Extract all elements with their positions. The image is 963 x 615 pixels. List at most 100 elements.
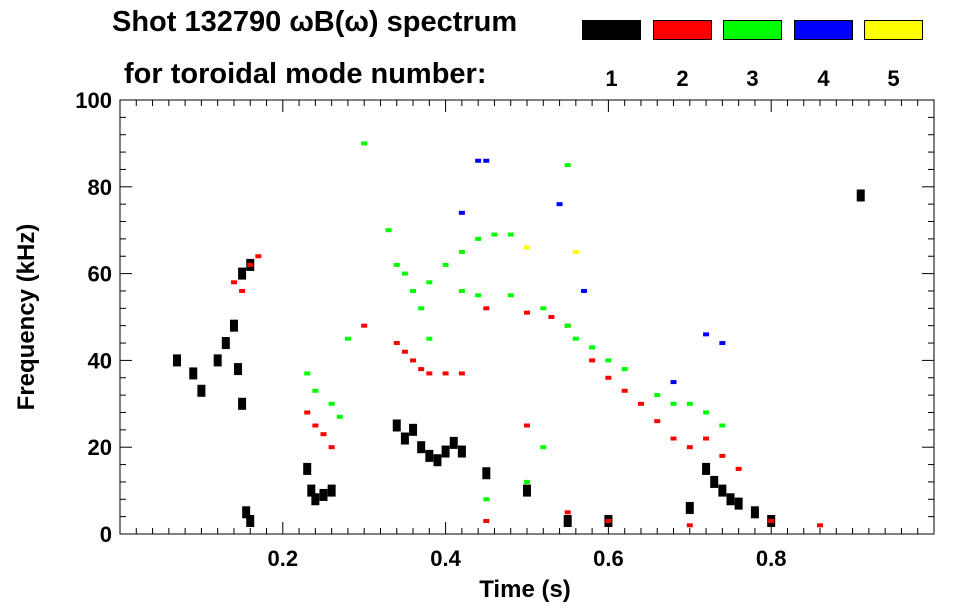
data-point-n=1 <box>457 445 466 458</box>
data-point-n=2 <box>524 310 530 315</box>
data-point-n=1 <box>750 506 759 519</box>
data-point-n=2 <box>312 423 319 428</box>
data-point-n=3 <box>719 423 726 428</box>
data-point-n=3 <box>670 401 677 406</box>
x-tick-label: 0.6 <box>593 546 624 571</box>
legend-label-mode-2: 2 <box>676 66 689 91</box>
data-point-n=2 <box>817 523 824 528</box>
data-point-n=2 <box>239 288 246 293</box>
data-point-n=3 <box>328 401 335 406</box>
data-point-n=2 <box>418 367 425 372</box>
axis-ticks: 0 20 40 60 80 100 0.2 0.4 0.6 0.8 <box>75 88 934 571</box>
data-point-n=2 <box>328 445 335 450</box>
data-point-n=3 <box>564 323 571 328</box>
data-point-n=4 <box>475 158 482 163</box>
data-point-n=1 <box>246 514 255 527</box>
data-point-n=3 <box>361 141 368 146</box>
data-point-n=2 <box>410 358 417 363</box>
data-point-n=3 <box>507 232 514 237</box>
data-point-n=2 <box>393 341 400 346</box>
data-point-n=3 <box>442 262 449 267</box>
data-point-n=1 <box>449 436 458 449</box>
data-point-n=4 <box>458 210 465 215</box>
data-point-n=3 <box>410 288 417 293</box>
data-point-n=3 <box>312 388 319 393</box>
data-point-n=2 <box>483 518 490 523</box>
data-point-n=1 <box>238 267 247 280</box>
data-point-n=1 <box>327 484 336 497</box>
data-point-n=3 <box>483 497 490 502</box>
data-point-n=2 <box>654 419 661 424</box>
data-point-n=3 <box>344 336 351 341</box>
legend-swatch-mode-2 <box>653 20 712 40</box>
legend-caption: for toroidal mode number: <box>124 58 487 90</box>
data-point-n=2 <box>524 423 530 428</box>
data-point-n=2 <box>686 523 693 528</box>
data-point-n=3 <box>703 410 710 415</box>
data-point-n=1 <box>172 354 181 367</box>
data-point-n=2 <box>255 254 262 259</box>
x-tick-label: 0.8 <box>756 546 787 571</box>
spectrum-points <box>172 141 865 528</box>
data-point-n=3 <box>540 306 547 311</box>
data-point-n=3 <box>540 445 547 450</box>
y-tick-label: 100 <box>75 88 112 113</box>
data-point-n=3 <box>458 288 465 293</box>
data-point-n=3 <box>418 306 425 311</box>
data-point-n=2 <box>605 518 612 523</box>
y-tick-label: 80 <box>88 175 112 200</box>
data-point-n=3 <box>572 336 579 341</box>
data-point-n=2 <box>605 375 612 380</box>
data-point-n=1 <box>189 367 198 380</box>
data-point-n=3 <box>564 163 571 168</box>
legend-label-mode-3: 3 <box>746 66 759 91</box>
data-point-n=3 <box>393 262 400 267</box>
data-point-n=3 <box>621 367 628 372</box>
data-point-n=5 <box>572 249 579 254</box>
data-point-n=3 <box>686 401 693 406</box>
data-point-n=1 <box>734 497 743 510</box>
data-point-n=3 <box>589 345 596 350</box>
data-point-n=2 <box>768 518 775 523</box>
data-point-n=1 <box>482 467 491 480</box>
data-point-n=1 <box>238 397 247 410</box>
plot-frame <box>119 99 935 535</box>
data-point-n=3 <box>524 479 530 484</box>
data-point-n=4 <box>483 158 490 163</box>
data-point-n=3 <box>426 280 433 285</box>
data-point-n=2 <box>442 371 449 376</box>
data-point-n=3 <box>605 358 612 363</box>
data-point-n=1 <box>221 337 230 350</box>
y-tick-label: 20 <box>88 435 112 460</box>
data-point-n=1 <box>319 488 328 501</box>
data-point-n=1 <box>685 501 694 514</box>
data-point-n=1 <box>303 462 312 475</box>
chart-title: Shot 132790 ωB(ω) spectrum <box>112 6 518 38</box>
y-tick-label: 60 <box>88 262 112 287</box>
data-point-n=2 <box>458 371 465 376</box>
data-point-n=3 <box>491 232 498 237</box>
data-point-n=2 <box>621 388 628 393</box>
data-point-n=1 <box>563 514 572 527</box>
x-tick-label: 0.4 <box>430 546 461 571</box>
data-point-n=1 <box>856 189 865 202</box>
data-point-n=4 <box>556 202 563 207</box>
data-point-n=1 <box>400 432 409 445</box>
data-point-n=2 <box>401 349 408 354</box>
data-point-n=3 <box>304 371 311 376</box>
data-point-n=3 <box>475 293 482 298</box>
legend-label-mode-5: 5 <box>887 66 900 91</box>
data-point-n=1 <box>523 484 531 497</box>
data-point-n=2 <box>426 371 433 376</box>
data-point-n=2 <box>670 436 677 441</box>
data-point-n=1 <box>213 354 222 367</box>
data-point-n=2 <box>703 436 710 441</box>
legend-swatch-mode-3 <box>723 20 782 40</box>
data-point-n=1 <box>197 384 206 397</box>
data-point-n=2 <box>719 453 726 458</box>
data-point-n=1 <box>718 484 727 497</box>
data-point-n=1 <box>392 419 401 432</box>
data-point-n=2 <box>230 280 237 285</box>
x-axis-label: Time (s) <box>479 576 571 603</box>
data-point-n=2 <box>483 306 490 311</box>
